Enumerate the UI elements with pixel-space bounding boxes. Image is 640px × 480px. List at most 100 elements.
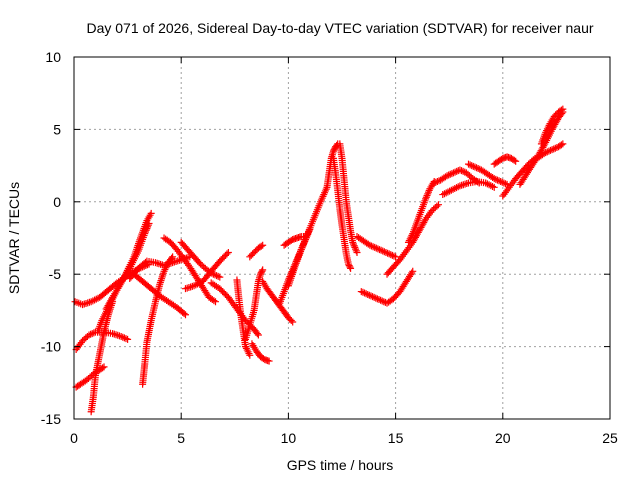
- series-arc-25: [353, 233, 400, 261]
- data-point: [377, 296, 385, 304]
- data-point: [512, 157, 520, 165]
- series-arc-16: [248, 340, 273, 365]
- data-point: [495, 177, 503, 185]
- data-point: [211, 271, 219, 279]
- data-point: [265, 357, 273, 365]
- data-point: [559, 105, 567, 113]
- axis-ticks: [73, 56, 611, 420]
- x-tick-label: 25: [602, 430, 618, 446]
- y-tick-label: -15: [41, 411, 61, 427]
- data-point: [423, 192, 431, 200]
- data-point: [365, 291, 373, 299]
- data-point: [144, 221, 152, 229]
- data-point: [90, 329, 98, 337]
- data-point: [409, 267, 417, 275]
- data-point: [359, 288, 367, 296]
- chart-title: Day 071 of 2026, Sidereal Day-to-day VTE…: [86, 20, 593, 36]
- x-tick-label: 20: [495, 430, 511, 446]
- data-point: [369, 243, 377, 251]
- data-point: [471, 163, 479, 171]
- x-tick-label: 0: [70, 430, 78, 446]
- data-point: [382, 248, 390, 256]
- data-point: [168, 254, 176, 262]
- data-point: [254, 331, 262, 339]
- plot-frame: [73, 56, 611, 420]
- grid-lines: [74, 57, 610, 419]
- data-point: [430, 179, 438, 187]
- y-axis-label: SDTVAR / TECUs: [6, 182, 22, 294]
- data-point: [352, 247, 360, 255]
- data-point: [550, 145, 558, 153]
- data-point: [210, 297, 218, 305]
- data-point: [454, 183, 462, 191]
- data-point: [367, 242, 375, 250]
- data-point: [253, 330, 261, 338]
- data-point: [466, 161, 474, 169]
- data-point: [141, 230, 149, 238]
- data-point: [181, 311, 189, 319]
- data-point: [371, 243, 379, 251]
- data-point: [364, 290, 372, 298]
- data-point: [384, 249, 392, 257]
- data-point: [443, 172, 451, 180]
- data-point: [490, 175, 498, 183]
- data-point: [490, 183, 498, 191]
- data-point: [369, 293, 377, 301]
- data-point: [464, 160, 472, 168]
- data-point: [259, 241, 267, 249]
- data-point: [287, 317, 295, 325]
- data-point: [246, 351, 254, 359]
- data-point: [122, 335, 130, 343]
- data-point: [147, 209, 155, 217]
- x-axis-label: GPS time / hours: [287, 457, 394, 473]
- data-point: [259, 266, 267, 274]
- data-point: [498, 178, 506, 186]
- data-point: [357, 288, 365, 296]
- data-point: [559, 140, 567, 148]
- data-point: [392, 253, 400, 261]
- data-point: [347, 264, 355, 272]
- data-point: [346, 263, 354, 271]
- series-arc-31: [464, 160, 511, 188]
- data-point: [510, 156, 518, 164]
- data-point: [542, 149, 550, 157]
- data-point: [548, 146, 556, 154]
- series-arc-24: [336, 140, 361, 256]
- data-point: [456, 166, 464, 174]
- x-tick-label: 10: [281, 430, 297, 446]
- series-arc-12: [181, 248, 232, 293]
- data-point: [180, 310, 188, 318]
- data-point: [351, 243, 359, 251]
- data-point: [424, 188, 432, 196]
- x-tick-label: 5: [177, 430, 185, 446]
- data-point: [422, 195, 430, 203]
- data-point: [432, 178, 440, 186]
- data-point: [169, 253, 177, 261]
- data-point: [88, 330, 96, 338]
- data-point: [451, 168, 459, 176]
- y-tick-label: -10: [41, 339, 61, 355]
- data-point: [434, 201, 442, 209]
- data-point: [458, 167, 466, 175]
- data-point: [333, 141, 341, 149]
- data-point: [489, 182, 497, 190]
- data-point: [388, 251, 396, 259]
- data-point: [223, 250, 231, 258]
- data-point: [87, 330, 95, 338]
- data-points: [71, 105, 567, 416]
- data-point: [144, 223, 152, 231]
- data-point: [379, 247, 387, 255]
- y-tick-labels: -15 -10 -5 0 5 10: [41, 49, 61, 427]
- data-point: [380, 248, 388, 256]
- series-arc-15: [242, 266, 267, 343]
- series-arc-21: [284, 183, 331, 290]
- data-point: [214, 272, 222, 280]
- data-point: [557, 141, 565, 149]
- data-point: [469, 162, 477, 170]
- data-point: [468, 162, 476, 170]
- data-point: [142, 226, 150, 234]
- data-point: [424, 190, 432, 198]
- data-point: [258, 267, 266, 275]
- x-tick-labels: 0 5 10 15 20 25: [70, 430, 618, 446]
